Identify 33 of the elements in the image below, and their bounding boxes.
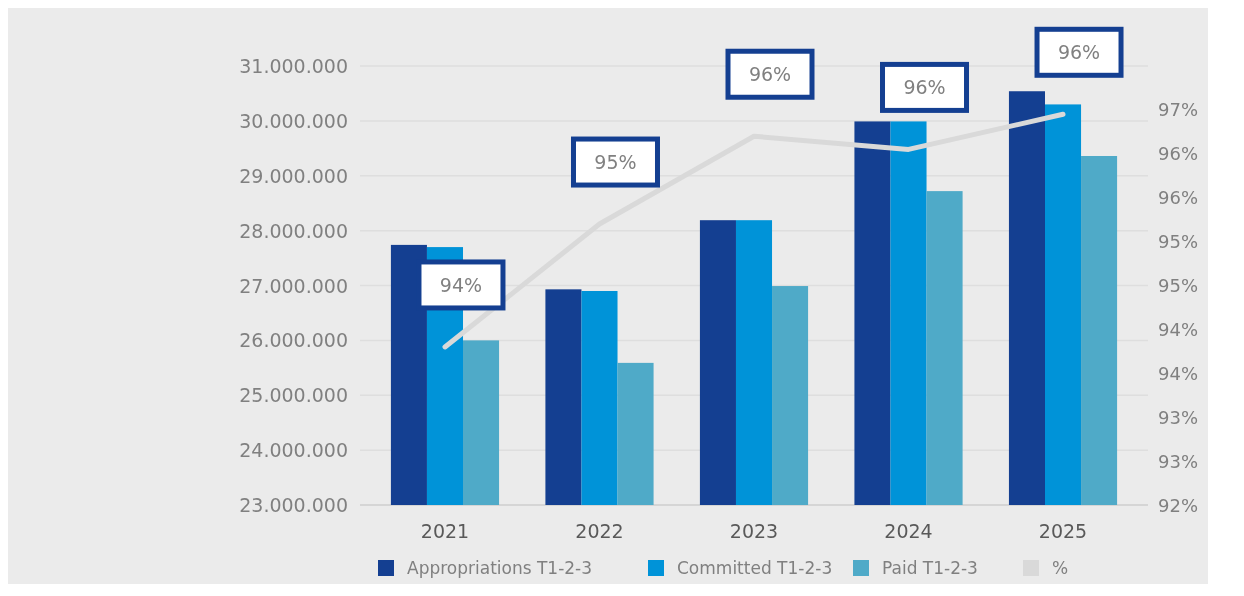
y-tick-label: 29.000.000 (239, 164, 348, 187)
y2-tick-label: 97% (1158, 99, 1199, 121)
data-label: 96% (1057, 41, 1101, 64)
y2-tick-label: 93% (1158, 450, 1199, 472)
y-tick-label: 31.000.000 (239, 55, 348, 77)
x-tick-label: 2021 (420, 520, 470, 542)
y-tick-label: 24.000.000 (239, 439, 348, 462)
data-label: 94% (439, 273, 483, 296)
y2-tick-label: 96% (1158, 143, 1199, 165)
data-label: 95% (594, 151, 637, 174)
legend-label: Appropriations T1-2-3 (407, 558, 593, 578)
y2-tick-label: 95% (1158, 231, 1199, 253)
y2-tick-label: 93% (1158, 406, 1199, 428)
legend-label: Paid T1-2-3 (882, 558, 978, 578)
data-label: 96% (748, 63, 792, 86)
y2-tick-label: 92% (1158, 494, 1199, 516)
y-tick-label: 23.000.000 (239, 494, 348, 516)
x-tick-label: 2025 (1038, 520, 1088, 542)
x-tick-label: 2023 (729, 520, 779, 542)
x-tick-label: 2022 (575, 520, 624, 542)
y-tick-label: 30.000.000 (239, 109, 348, 132)
legend-label: % (1052, 558, 1069, 578)
legend-label: Committed T1-2-3 (677, 558, 833, 578)
x-tick-label: 2024 (884, 520, 933, 542)
y2-tick-label: 94% (1158, 362, 1199, 384)
y-tick-label: 28.000.000 (239, 219, 348, 242)
y-tick-label: 25.000.000 (239, 384, 348, 407)
y-tick-label: 27.000.000 (239, 274, 348, 297)
y2-tick-label: 94% (1158, 318, 1199, 340)
y2-tick-label: 96% (1158, 187, 1199, 209)
data-label: 96% (903, 76, 946, 99)
y2-tick-label: 95% (1158, 275, 1199, 296)
y-tick-label: 26.000.000 (239, 329, 348, 352)
